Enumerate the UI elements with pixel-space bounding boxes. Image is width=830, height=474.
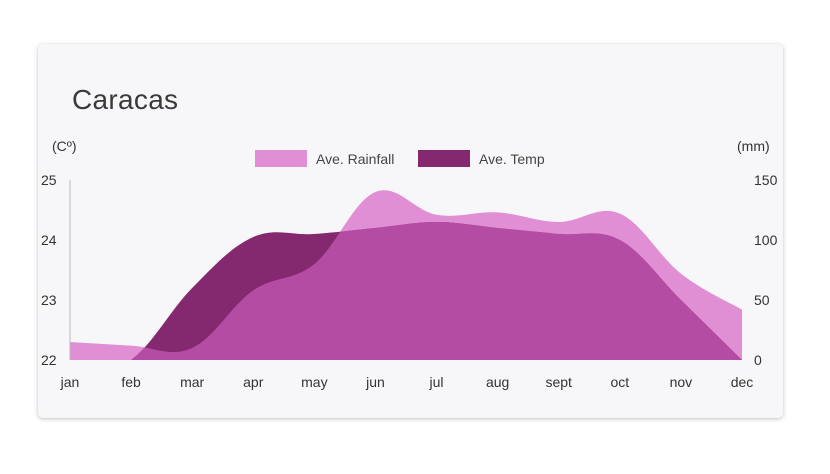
legend-swatch — [255, 150, 307, 167]
x-tick-label: may — [301, 374, 327, 390]
left-tick-label: 23 — [41, 292, 57, 308]
x-tick-label: dec — [731, 374, 754, 390]
x-tick-label: jan — [60, 374, 80, 390]
x-tick-label: jun — [365, 374, 385, 390]
x-tick-label: jul — [429, 374, 444, 390]
legend-label: Ave. Rainfall — [316, 151, 394, 167]
x-tick-label: aug — [486, 374, 509, 390]
left-tick-label: 25 — [41, 172, 57, 188]
x-tick-label: sept — [545, 374, 572, 390]
x-tick-label: oct — [610, 374, 629, 390]
left-axis-unit: (Cº) — [52, 138, 77, 154]
left-tick-label: 22 — [41, 352, 57, 368]
right-tick-label: 0 — [754, 352, 762, 368]
left-tick-label: 24 — [41, 232, 57, 248]
x-tick-label: nov — [670, 374, 693, 390]
right-tick-label: 50 — [754, 292, 770, 308]
legend-label: Ave. Temp — [479, 151, 545, 167]
legend-swatch — [418, 150, 470, 167]
chart-title: Caracas — [72, 84, 179, 115]
right-tick-label: 150 — [754, 172, 778, 188]
right-axis-unit: (mm) — [737, 138, 770, 154]
x-tick-label: feb — [121, 374, 141, 390]
x-tick-label: apr — [243, 374, 264, 390]
x-tick-label: mar — [180, 374, 204, 390]
right-tick-label: 100 — [754, 232, 778, 248]
